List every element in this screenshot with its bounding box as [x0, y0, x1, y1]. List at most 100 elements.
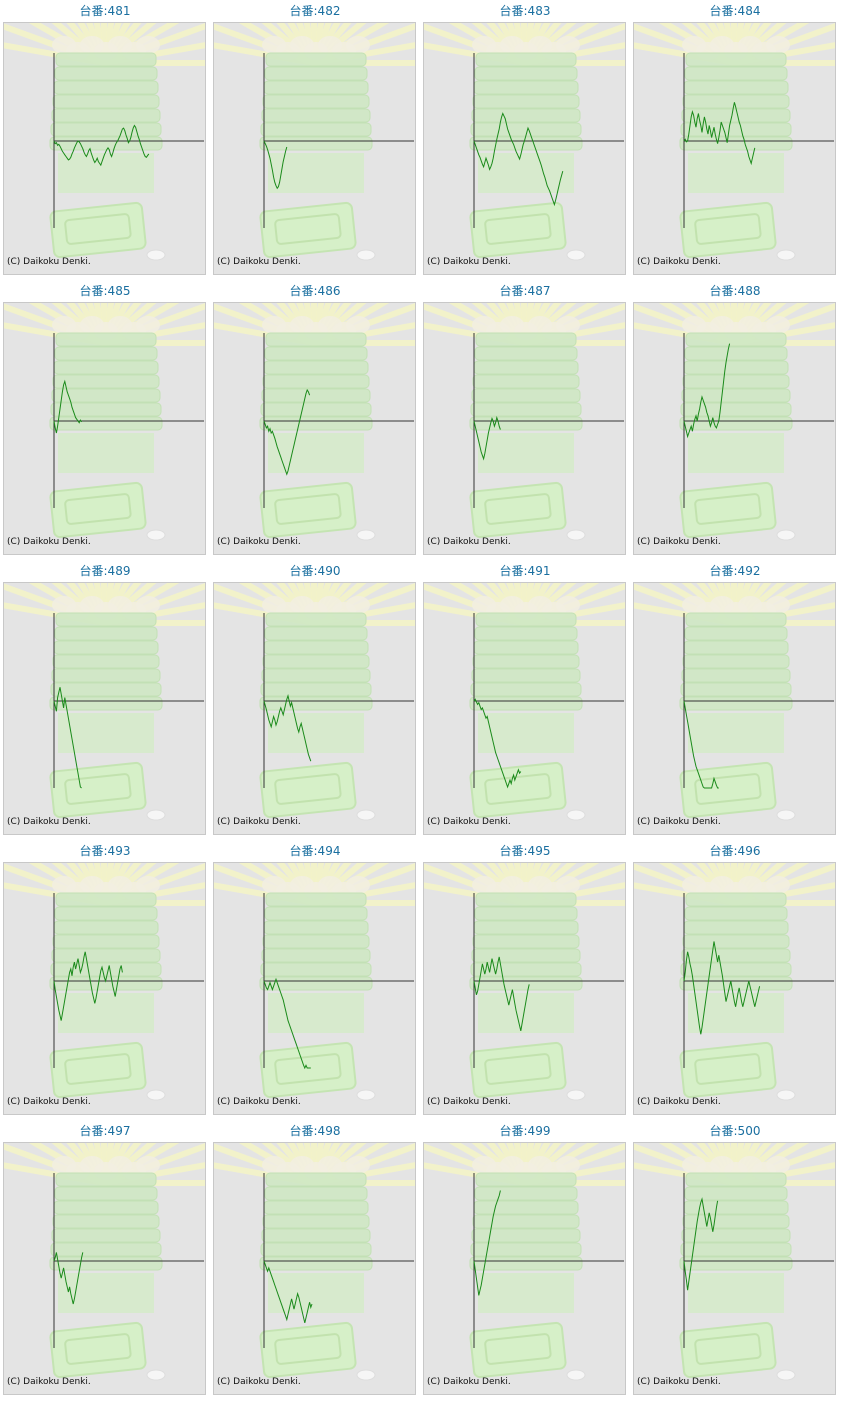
- machine-number-label[interactable]: 台番:489: [79, 564, 131, 578]
- slump-line: [53, 687, 82, 789]
- background-art: [424, 1143, 625, 1381]
- slump-line: [53, 379, 83, 434]
- slump-graph: [683, 333, 834, 508]
- slump-line: [53, 951, 123, 1021]
- background-art: [424, 23, 625, 261]
- machine-card[interactable]: 台番:488 (C) Daikoku Denki.: [630, 280, 840, 560]
- slump-graph-panel: (C) Daikoku Denki.: [213, 1142, 416, 1395]
- machine-card[interactable]: 台番:490 (C) Daikoku Denki.: [210, 560, 420, 840]
- machine-number-label[interactable]: 台番:487: [499, 284, 551, 298]
- slump-graph-panel: (C) Daikoku Denki.: [213, 582, 416, 835]
- machine-card[interactable]: 台番:487 (C) Daikoku Denki.: [420, 280, 630, 560]
- slump-graph: [473, 1173, 624, 1348]
- graph-background: [214, 863, 415, 1101]
- graph-background: [214, 303, 415, 541]
- slump-line: [473, 698, 522, 789]
- machine-number-label[interactable]: 台番:491: [499, 564, 551, 578]
- machine-card[interactable]: 台番:496 (C) Daikoku Denki.: [630, 840, 840, 1120]
- machine-number-label[interactable]: 台番:496: [709, 844, 761, 858]
- copyright-text: (C) Daikoku Denki.: [427, 1097, 511, 1107]
- graph-background: [214, 23, 415, 261]
- background-art: [4, 863, 205, 1101]
- machine-number-label[interactable]: 台番:485: [79, 284, 131, 298]
- machine-number-label[interactable]: 台番:490: [289, 564, 341, 578]
- graph-background: [4, 863, 205, 1101]
- slump-graph-panel: (C) Daikoku Denki.: [423, 862, 626, 1115]
- slump-graph-panel: (C) Daikoku Denki.: [423, 1142, 626, 1395]
- machine-card[interactable]: 台番:494 (C) Daikoku Denki.: [210, 840, 420, 1120]
- machine-card[interactable]: 台番:495 (C) Daikoku Denki.: [420, 840, 630, 1120]
- machine-card[interactable]: 台番:497 (C) Daikoku Denki.: [0, 1120, 210, 1400]
- copyright-text: (C) Daikoku Denki.: [217, 1097, 301, 1107]
- copyright-text: (C) Daikoku Denki.: [7, 537, 91, 547]
- machine-card[interactable]: 台番:491 (C) Daikoku Denki.: [420, 560, 630, 840]
- machine-card[interactable]: 台番:493 (C) Daikoku Denki.: [0, 840, 210, 1120]
- machine-card[interactable]: 台番:483 (C) Daikoku Denki.: [420, 0, 630, 280]
- slump-graph: [683, 613, 834, 789]
- machine-number-label[interactable]: 台番:495: [499, 844, 551, 858]
- slump-line: [53, 1252, 84, 1305]
- machine-card[interactable]: 台番:498 (C) Daikoku Denki.: [210, 1120, 420, 1400]
- machine-number-label[interactable]: 台番:481: [79, 4, 131, 18]
- slump-line: [473, 1190, 501, 1296]
- slump-graph: [473, 613, 624, 789]
- machine-number-label[interactable]: 台番:498: [289, 1124, 341, 1138]
- machine-card[interactable]: 台番:485 (C) Daikoku Denki.: [0, 280, 210, 560]
- slump-graph: [53, 53, 204, 228]
- slump-graph-panel: (C) Daikoku Denki.: [213, 22, 416, 275]
- graph-background: [4, 583, 205, 821]
- machine-card[interactable]: 台番:486 (C) Daikoku Denki.: [210, 280, 420, 560]
- machine-card[interactable]: 台番:499 (C) Daikoku Denki.: [420, 1120, 630, 1400]
- background-art: [634, 23, 835, 261]
- machine-card[interactable]: 台番:482 (C) Daikoku Denki.: [210, 0, 420, 280]
- slump-graph: [473, 333, 624, 508]
- graph-background: [4, 23, 205, 261]
- slump-graph-panel: (C) Daikoku Denki.: [213, 302, 416, 555]
- slump-graph-panel: (C) Daikoku Denki.: [3, 1142, 206, 1395]
- graph-background: [214, 1143, 415, 1381]
- graph-background: [4, 1143, 205, 1381]
- slump-line: [473, 112, 564, 207]
- slump-graph-panel: (C) Daikoku Denki.: [633, 22, 836, 275]
- slump-graph: [263, 53, 414, 228]
- background-art: [4, 583, 205, 821]
- background-art: [634, 583, 835, 821]
- machine-card[interactable]: 台番:492 (C) Daikoku Denki.: [630, 560, 840, 840]
- machine-number-label[interactable]: 台番:482: [289, 4, 341, 18]
- slump-graph: [263, 333, 414, 508]
- machine-number-label[interactable]: 台番:492: [709, 564, 761, 578]
- machine-number-label[interactable]: 台番:494: [289, 844, 341, 858]
- machine-number-label[interactable]: 台番:488: [709, 284, 761, 298]
- slump-line: [53, 124, 150, 167]
- machine-card[interactable]: 台番:484 (C) Daikoku Denki.: [630, 0, 840, 280]
- machine-number-label[interactable]: 台番:486: [289, 284, 341, 298]
- slump-graph: [263, 893, 414, 1070]
- background-art: [214, 303, 415, 541]
- slump-graph: [473, 53, 624, 228]
- slump-graph: [263, 1173, 414, 1348]
- slump-graph-panel: (C) Daikoku Denki.: [633, 1142, 836, 1395]
- graph-background: [634, 1143, 835, 1381]
- slump-graph: [53, 613, 204, 789]
- machine-card[interactable]: 台番:481 (C) Daikoku Denki.: [0, 0, 210, 280]
- machine-number-label[interactable]: 台番:499: [499, 1124, 551, 1138]
- slump-graph-panel: (C) Daikoku Denki.: [633, 862, 836, 1115]
- background-art: [214, 1143, 415, 1381]
- machine-number-label[interactable]: 台番:497: [79, 1124, 131, 1138]
- copyright-text: (C) Daikoku Denki.: [427, 817, 511, 827]
- machine-number-label[interactable]: 台番:493: [79, 844, 131, 858]
- copyright-text: (C) Daikoku Denki.: [217, 257, 301, 267]
- background-art: [4, 23, 205, 261]
- machine-number-label[interactable]: 台番:484: [709, 4, 761, 18]
- machine-card[interactable]: 台番:489 (C) Daikoku Denki.: [0, 560, 210, 840]
- machine-number-label[interactable]: 台番:483: [499, 4, 551, 18]
- slump-graph: [53, 333, 204, 508]
- slump-graph-panel: (C) Daikoku Denki.: [423, 302, 626, 555]
- machine-number-label[interactable]: 台番:500: [709, 1124, 761, 1138]
- background-art: [214, 863, 415, 1101]
- slump-graph: [683, 53, 834, 228]
- slump-graph-panel: (C) Daikoku Denki.: [423, 582, 626, 835]
- background-art: [634, 1143, 835, 1381]
- machine-card[interactable]: 台番:500 (C) Daikoku Denki.: [630, 1120, 840, 1400]
- slump-line: [263, 140, 288, 190]
